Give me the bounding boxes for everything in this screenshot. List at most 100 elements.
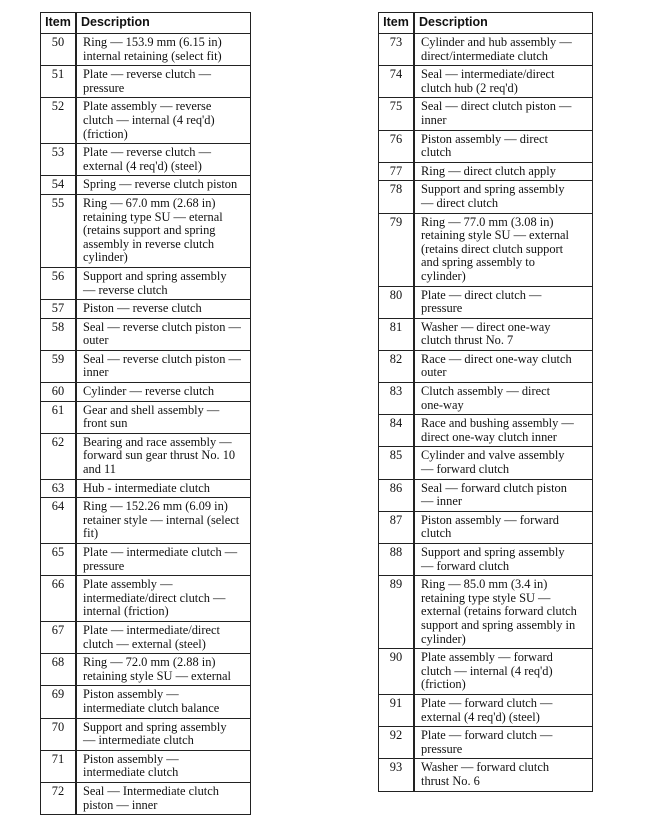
- item-number: 58: [40, 317, 77, 351]
- table-row: 85 Cylinder and valve assembly — forward …: [378, 446, 593, 480]
- table-row: 61 Gear and shell assembly — front sun: [40, 400, 251, 434]
- table-row: 72 Seal — Intermediate clutch piston — in…: [40, 781, 251, 816]
- item-number: 52: [40, 97, 77, 145]
- item-description: Race — direct one-way clutch outer: [413, 349, 593, 384]
- item-description: Support and spring assembly — reverse cl…: [75, 266, 251, 301]
- item-number: 63: [40, 478, 77, 499]
- item-number: 57: [40, 299, 77, 319]
- item-description: Plate — reverse clutch — pressure: [75, 65, 251, 99]
- item-number: 70: [40, 717, 77, 751]
- item-number: 67: [40, 620, 77, 655]
- item-description: Plate assembly — forward clutch — intern…: [413, 648, 593, 695]
- table-row: 76 Piston assembly — direct clutch: [378, 129, 593, 163]
- item-number: 73: [378, 32, 415, 67]
- item-description: Support and spring assembly — intermedia…: [75, 717, 251, 751]
- table-row: 92 Plate — forward clutch — pressure: [378, 726, 593, 760]
- table-row: 64 Ring — 152.26 mm (6.09 in) retainer st…: [40, 497, 251, 544]
- item-number: 91: [378, 693, 415, 728]
- table-row: 84 Race and bushing assembly — direct one…: [378, 414, 593, 448]
- item-description: Piston — reverse clutch: [75, 299, 251, 319]
- item-description: Hub - intermediate clutch: [75, 478, 251, 499]
- item-number: 62: [40, 432, 77, 480]
- table-row: 81 Washer — direct one-way clutch thrust …: [378, 317, 593, 351]
- table-row: 66 Plate assembly — intermediate/direct c…: [40, 575, 251, 622]
- table-row: 75 Seal — direct clutch piston — inner: [378, 97, 593, 131]
- column-header-item: Item: [40, 12, 77, 34]
- table-row: 53 Plate — reverse clutch — external (4 r…: [40, 143, 251, 177]
- table-row: 80 Plate — direct clutch — pressure: [378, 285, 593, 319]
- item-description: Plate assembly — reverse clutch — intern…: [75, 97, 251, 145]
- item-number: 54: [40, 175, 77, 195]
- item-description: Support and spring assembly — direct clu…: [413, 180, 593, 214]
- item-number: 74: [378, 65, 415, 99]
- item-description: Piston assembly — direct clutch: [413, 129, 593, 163]
- item-number: 76: [378, 129, 415, 163]
- item-number: 68: [40, 653, 77, 687]
- item-description: Plate — intermediate clutch — pressure: [75, 542, 251, 577]
- item-description: Seal — intermediate/direct clutch hub (2…: [413, 65, 593, 99]
- item-number: 75: [378, 97, 415, 131]
- table-row: 63 Hub - intermediate clutch: [40, 478, 251, 499]
- item-description: Washer — forward clutch thrust No. 6: [413, 758, 593, 792]
- table-row: 87 Piston assembly — forward clutch: [378, 510, 593, 545]
- item-description: Race and bushing assembly — direct one-w…: [413, 414, 593, 448]
- table-row: 91 Plate — forward clutch — external (4 r…: [378, 693, 593, 728]
- table-row: 93 Washer — forward clutch thrust No. 6: [378, 758, 593, 792]
- item-number: 86: [378, 478, 415, 512]
- item-description: Seal — reverse clutch piston — outer: [75, 317, 251, 351]
- table-header-row: Item Description: [378, 12, 593, 34]
- item-description: Spring — reverse clutch piston: [75, 175, 251, 195]
- table-row: 79 Ring — 77.0 mm (3.08 in) retaining sty…: [378, 212, 593, 287]
- item-number: 88: [378, 542, 415, 577]
- item-description: Seal — reverse clutch piston — inner: [75, 349, 251, 384]
- table-row: 86 Seal — forward clutch piston — inner: [378, 478, 593, 512]
- item-number: 85: [378, 446, 415, 480]
- column-header-description: Description: [413, 12, 593, 34]
- item-number: 87: [378, 510, 415, 545]
- item-number: 80: [378, 285, 415, 319]
- table-row: 60 Cylinder — reverse clutch: [40, 382, 251, 402]
- item-number: 51: [40, 65, 77, 99]
- table-row: 51 Plate — reverse clutch — pressure: [40, 65, 251, 99]
- item-description: Cylinder and valve assembly — forward cl…: [413, 446, 593, 480]
- item-number: 66: [40, 575, 77, 622]
- item-number: 84: [378, 414, 415, 448]
- item-number: 93: [378, 758, 415, 792]
- item-number: 55: [40, 193, 77, 268]
- table-row: 50 Ring — 153.9 mm (6.15 in) internal ret…: [40, 32, 251, 67]
- item-description: Bearing and race assembly — forward sun …: [75, 432, 251, 480]
- item-description: Piston assembly — forward clutch: [413, 510, 593, 545]
- item-description: Cylinder and hub assembly — direct/inter…: [413, 32, 593, 67]
- table-row: 82 Race — direct one-way clutch outer: [378, 349, 593, 384]
- item-number: 83: [378, 382, 415, 416]
- item-number: 64: [40, 497, 77, 544]
- table-row: 77 Ring — direct clutch apply: [378, 161, 593, 182]
- table-row: 67 Plate — intermediate/direct clutch — e…: [40, 620, 251, 655]
- item-number: 82: [378, 349, 415, 384]
- item-number: 92: [378, 726, 415, 760]
- item-description: Ring — 67.0 mm (2.68 in) retaining type …: [75, 193, 251, 268]
- item-description: Ring — 153.9 mm (6.15 in) internal retai…: [75, 32, 251, 67]
- item-number: 72: [40, 781, 77, 816]
- table-row: 54 Spring — reverse clutch piston: [40, 175, 251, 195]
- item-description: Ring — 85.0 mm (3.4 in) retaining type s…: [413, 575, 593, 650]
- item-description: Plate — direct clutch — pressure: [413, 285, 593, 319]
- item-description: Cylinder — reverse clutch: [75, 382, 251, 402]
- table-header-row: Item Description: [40, 12, 251, 34]
- table-row: 70 Support and spring assembly — intermed…: [40, 717, 251, 751]
- item-description: Washer — direct one-way clutch thrust No…: [413, 317, 593, 351]
- item-number: 61: [40, 400, 77, 434]
- item-description: Support and spring assembly — forward cl…: [413, 542, 593, 577]
- item-number: 60: [40, 382, 77, 402]
- table-row: 62 Bearing and race assembly — forward su…: [40, 432, 251, 480]
- table-row: 88 Support and spring assembly — forward …: [378, 542, 593, 577]
- item-number: 77: [378, 161, 415, 182]
- item-number: 69: [40, 685, 77, 719]
- item-description: Plate — reverse clutch — external (4 req…: [75, 143, 251, 177]
- item-number: 59: [40, 349, 77, 384]
- item-description: Plate — forward clutch — pressure: [413, 726, 593, 760]
- item-number: 50: [40, 32, 77, 67]
- item-description: Ring — 77.0 mm (3.08 in) retaining style…: [413, 212, 593, 287]
- item-number: 78: [378, 180, 415, 214]
- table-row: 55 Ring — 67.0 mm (2.68 in) retaining typ…: [40, 193, 251, 268]
